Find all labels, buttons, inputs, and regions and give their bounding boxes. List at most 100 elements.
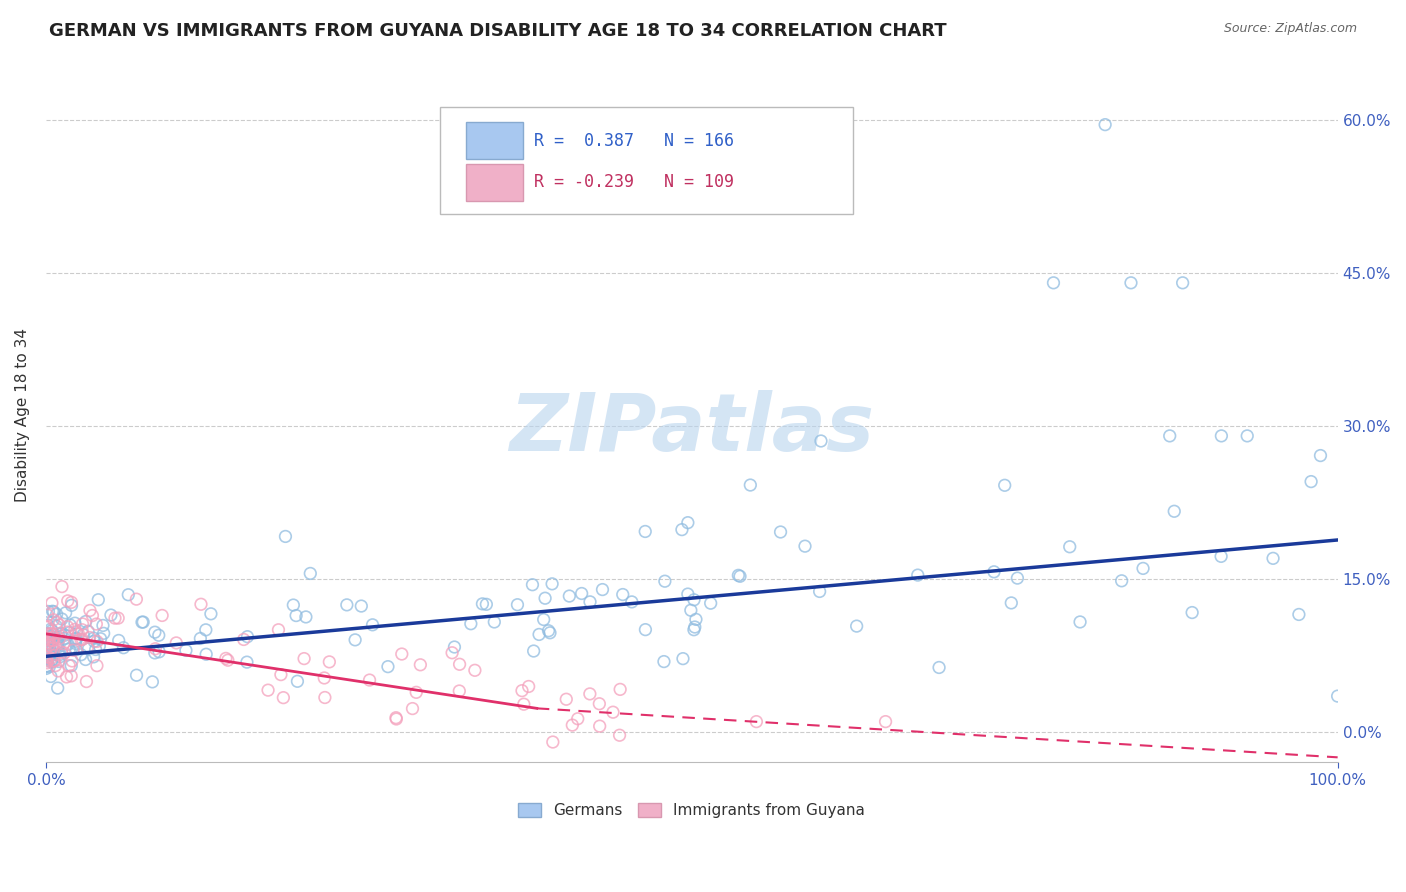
Point	[65, 624, 87, 639]
Point	[86, 617, 108, 632]
Point	[285, 608, 308, 623]
Point	[56, 620, 79, 634]
Point	[808, 584, 831, 599]
Point	[37, 631, 59, 645]
Point	[314, 690, 336, 705]
Point	[45, 615, 67, 630]
Point	[37, 654, 59, 668]
Point	[215, 651, 238, 665]
Point	[257, 683, 280, 698]
Point	[391, 647, 413, 661]
Point	[35, 626, 58, 640]
Point	[60, 669, 83, 683]
Point	[41, 596, 63, 610]
Point	[79, 603, 101, 617]
Point	[37, 627, 59, 641]
Point	[1211, 429, 1233, 443]
Point	[41, 633, 63, 648]
Point	[1301, 475, 1323, 489]
Point	[270, 667, 292, 681]
Point	[39, 669, 62, 683]
Text: ZIPatlas: ZIPatlas	[509, 391, 875, 468]
Point	[676, 587, 699, 601]
Point	[537, 624, 560, 638]
Point	[93, 626, 115, 640]
Point	[295, 610, 318, 624]
Point	[38, 633, 60, 648]
Point	[579, 595, 602, 609]
Point	[769, 524, 792, 539]
Point	[72, 627, 94, 641]
Point	[75, 615, 97, 629]
Point	[42, 605, 65, 619]
Point	[676, 516, 699, 530]
Point	[65, 632, 87, 646]
Point	[194, 623, 217, 637]
Point	[745, 714, 768, 729]
Point	[60, 599, 83, 613]
Point	[60, 658, 83, 673]
Point	[148, 645, 170, 659]
Point	[609, 728, 631, 742]
Point	[350, 599, 373, 613]
Point	[1171, 276, 1194, 290]
Point	[132, 615, 155, 629]
Point	[84, 642, 107, 657]
Point	[39, 632, 62, 647]
Point	[35, 653, 58, 667]
Point	[460, 616, 482, 631]
Point	[37, 626, 59, 640]
Point	[283, 598, 305, 612]
Point	[87, 592, 110, 607]
Point	[125, 668, 148, 682]
Point	[44, 637, 66, 651]
Point	[65, 642, 87, 657]
Point	[359, 673, 381, 687]
Point	[41, 624, 63, 638]
Point	[49, 648, 72, 662]
Point	[558, 589, 581, 603]
Point	[523, 644, 546, 658]
Point	[46, 639, 69, 653]
Point	[35, 661, 58, 675]
Point	[287, 674, 309, 689]
Point	[612, 588, 634, 602]
Point	[83, 649, 105, 664]
Point	[89, 639, 111, 653]
Point	[671, 523, 693, 537]
Point	[125, 592, 148, 607]
Point	[1132, 561, 1154, 575]
Point	[165, 636, 187, 650]
Point	[59, 625, 82, 640]
Point	[82, 608, 104, 623]
Point	[45, 619, 67, 633]
Point	[55, 670, 77, 684]
Point	[53, 628, 76, 642]
Point	[67, 627, 90, 641]
Point	[41, 655, 63, 669]
Point	[634, 623, 657, 637]
Point	[1261, 551, 1284, 566]
Point	[75, 652, 97, 666]
Point	[45, 607, 67, 622]
Point	[555, 692, 578, 706]
Point	[236, 630, 259, 644]
Point	[1111, 574, 1133, 588]
Text: R =  0.387   N = 166: R = 0.387 N = 166	[534, 132, 734, 150]
Point	[522, 578, 544, 592]
Point	[86, 658, 108, 673]
Point	[37, 618, 59, 632]
Point	[652, 655, 675, 669]
Point	[59, 618, 82, 632]
Point	[48, 632, 70, 646]
Point	[541, 735, 564, 749]
Point	[49, 626, 72, 640]
Point	[35, 650, 58, 665]
Point	[484, 615, 506, 629]
Point	[538, 625, 561, 640]
Point	[845, 619, 868, 633]
Point	[299, 566, 322, 581]
Point	[405, 685, 427, 699]
Point	[1069, 615, 1091, 629]
Point	[70, 648, 93, 662]
